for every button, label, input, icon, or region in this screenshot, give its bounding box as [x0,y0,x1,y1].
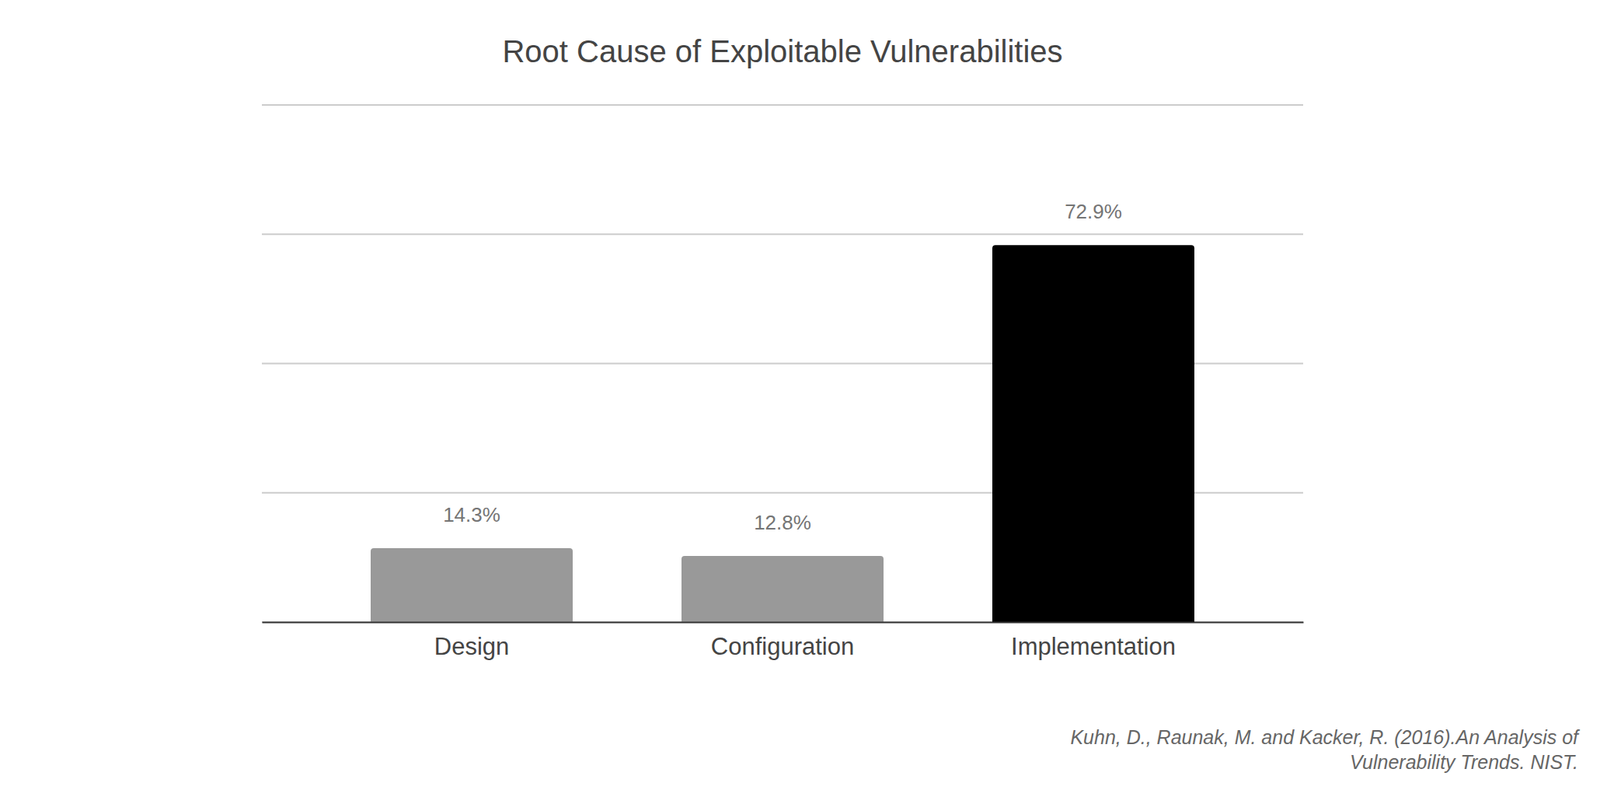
source-note: Kuhn, D., Raunak, M. and Kacker, R. (201… [1070,725,1581,748]
source-note: Vulnerability Trends. NIST. [1349,750,1579,773]
bars [370,244,1195,622]
x-axis: Design Configuration Implementation [262,621,1304,660]
tick-label: Design [434,632,510,660]
data-label: 14.3% [442,502,501,527]
grid-line [261,233,1304,235]
tick: Configuration [711,621,855,660]
grid-line [261,104,1304,106]
plot: 14.3% 12.8% 72.9% Design Configuration Implem… [261,104,1304,660]
tick-label: Configuration [711,632,855,660]
axis-line [262,621,1304,624]
annotations: Kuhn, D., Raunak, M. and Kacker, R. (201… [1070,725,1581,773]
tick: Design [434,621,510,660]
data-label: 72.9% [1064,199,1123,224]
tick: Implementation [1010,621,1176,660]
title: Root Cause of Exploitable Vulnerabilitie… [501,34,1063,69]
chart: Root Cause of Exploitable Vulnerabilitie… [0,0,1600,790]
tick-label: Implementation [1010,632,1176,660]
grid [261,104,1304,622]
bar [370,547,573,622]
data-labels: 14.3% 12.8% 72.9% [442,199,1123,534]
bar [992,244,1195,622]
bar [681,555,884,622]
data-label: 12.8% [753,510,812,534]
